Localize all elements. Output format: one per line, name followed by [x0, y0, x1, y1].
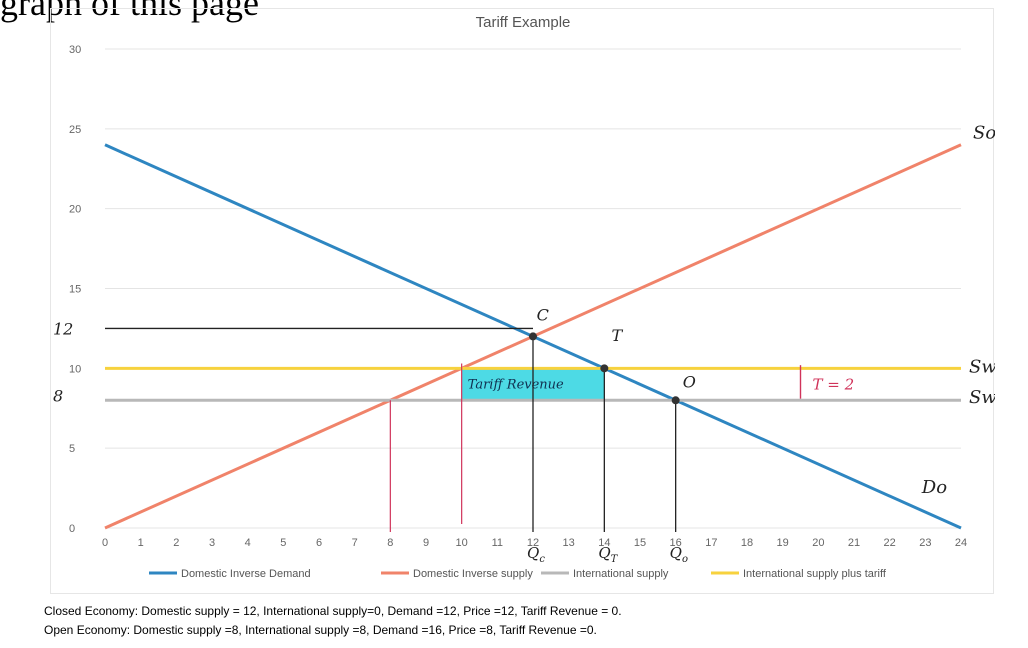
tariff-amount-label: T = 2 [813, 375, 855, 393]
point-c-marker [529, 332, 537, 341]
chart-frame: Tariff Example 0 5 10 15 20 25 30 0 1 2 3 4 5 6 7 8 9 10… [50, 8, 995, 594]
closed-economy-note: Closed Economy: Domestic supply = 12, In… [44, 604, 622, 618]
legend-label: Domestic Inverse Demand [181, 568, 311, 580]
sw-label: Sw [969, 387, 995, 408]
x-tick-label: 0 [102, 537, 108, 549]
legend-demand: Domestic Inverse Demand [149, 568, 311, 580]
x-tick-label: 7 [352, 537, 358, 549]
qo-label: Qo [670, 544, 688, 565]
x-tick-label: 12 [527, 537, 539, 549]
x-tick-label: 19 [777, 537, 789, 549]
sw-plus-t-label: Sw + T [969, 357, 995, 378]
x-tick-label: 14 [598, 537, 610, 549]
y-tick-label: 5 [69, 443, 75, 455]
x-tick-label: 16 [670, 537, 682, 549]
y-tick-label: 20 [69, 204, 81, 216]
x-tick-label: 18 [741, 537, 753, 549]
y-tick-label: 0 [69, 523, 75, 535]
legend-label: International supply [573, 568, 669, 580]
x-tick-label: 24 [955, 537, 967, 549]
x-tick-label: 1 [138, 537, 144, 549]
x-axis-ticks: 0 1 2 3 4 5 6 7 8 9 10 11 12 13 14 15 16 17 18 19 20 21 22 23 24 [102, 537, 967, 549]
chart-title: Tariff Example [476, 14, 571, 31]
point-t-label: T [611, 326, 623, 345]
point-o-label: O [683, 372, 696, 391]
point-o-marker [671, 396, 680, 405]
x-tick-label: 8 [387, 537, 393, 549]
qt-label: QT [598, 544, 618, 565]
x-tick-label: 22 [884, 537, 896, 549]
x-tick-label: 10 [456, 537, 468, 549]
x-tick-label: 20 [812, 537, 824, 549]
x-tick-label: 17 [705, 537, 717, 549]
x-tick-label: 21 [848, 537, 860, 549]
open-economy-note: Open Economy: Domestic supply =8, Intern… [44, 623, 597, 637]
point-c-label: C [537, 305, 549, 324]
x-tick-label: 4 [245, 537, 251, 549]
pc-label: 12 [53, 319, 73, 338]
x-tick-label: 9 [423, 537, 429, 549]
tariff-revenue-label: Tariff Revenue [468, 377, 564, 392]
top-text-fragment: graph of this page [0, 0, 259, 23]
x-tick-label: 6 [316, 537, 322, 549]
qc-label: Qc [527, 544, 545, 565]
y-tick-label: 10 [69, 363, 81, 375]
x-tick-label: 2 [173, 537, 179, 549]
x-tick-label: 13 [563, 537, 575, 549]
y-tick-label: 30 [69, 44, 81, 56]
legend: Domestic Inverse Demand Domestic Inverse … [149, 568, 887, 580]
x-tick-label: 15 [634, 537, 646, 549]
legend-tariff: International supply plus tariff [711, 568, 887, 580]
x-tick-label: 3 [209, 537, 215, 549]
so-label: So [973, 122, 995, 143]
legend-international: International supply [541, 568, 669, 580]
y-tick-label: 15 [69, 284, 81, 296]
p0-label: 8 [53, 386, 63, 405]
legend-label: Domestic Inverse supply [413, 568, 533, 580]
x-tick-label: 11 [492, 537, 503, 549]
do-label: Do [921, 477, 947, 498]
x-tick-label: 23 [919, 537, 931, 549]
legend-supply: Domestic Inverse supply [381, 568, 533, 580]
y-axis-ticks: 0 5 10 15 20 25 30 [69, 44, 81, 535]
x-tick-label: 5 [280, 537, 286, 549]
y-tick-label: 25 [69, 124, 81, 136]
point-t-marker [600, 364, 609, 373]
legend-label: International supply plus tariff [743, 568, 887, 580]
